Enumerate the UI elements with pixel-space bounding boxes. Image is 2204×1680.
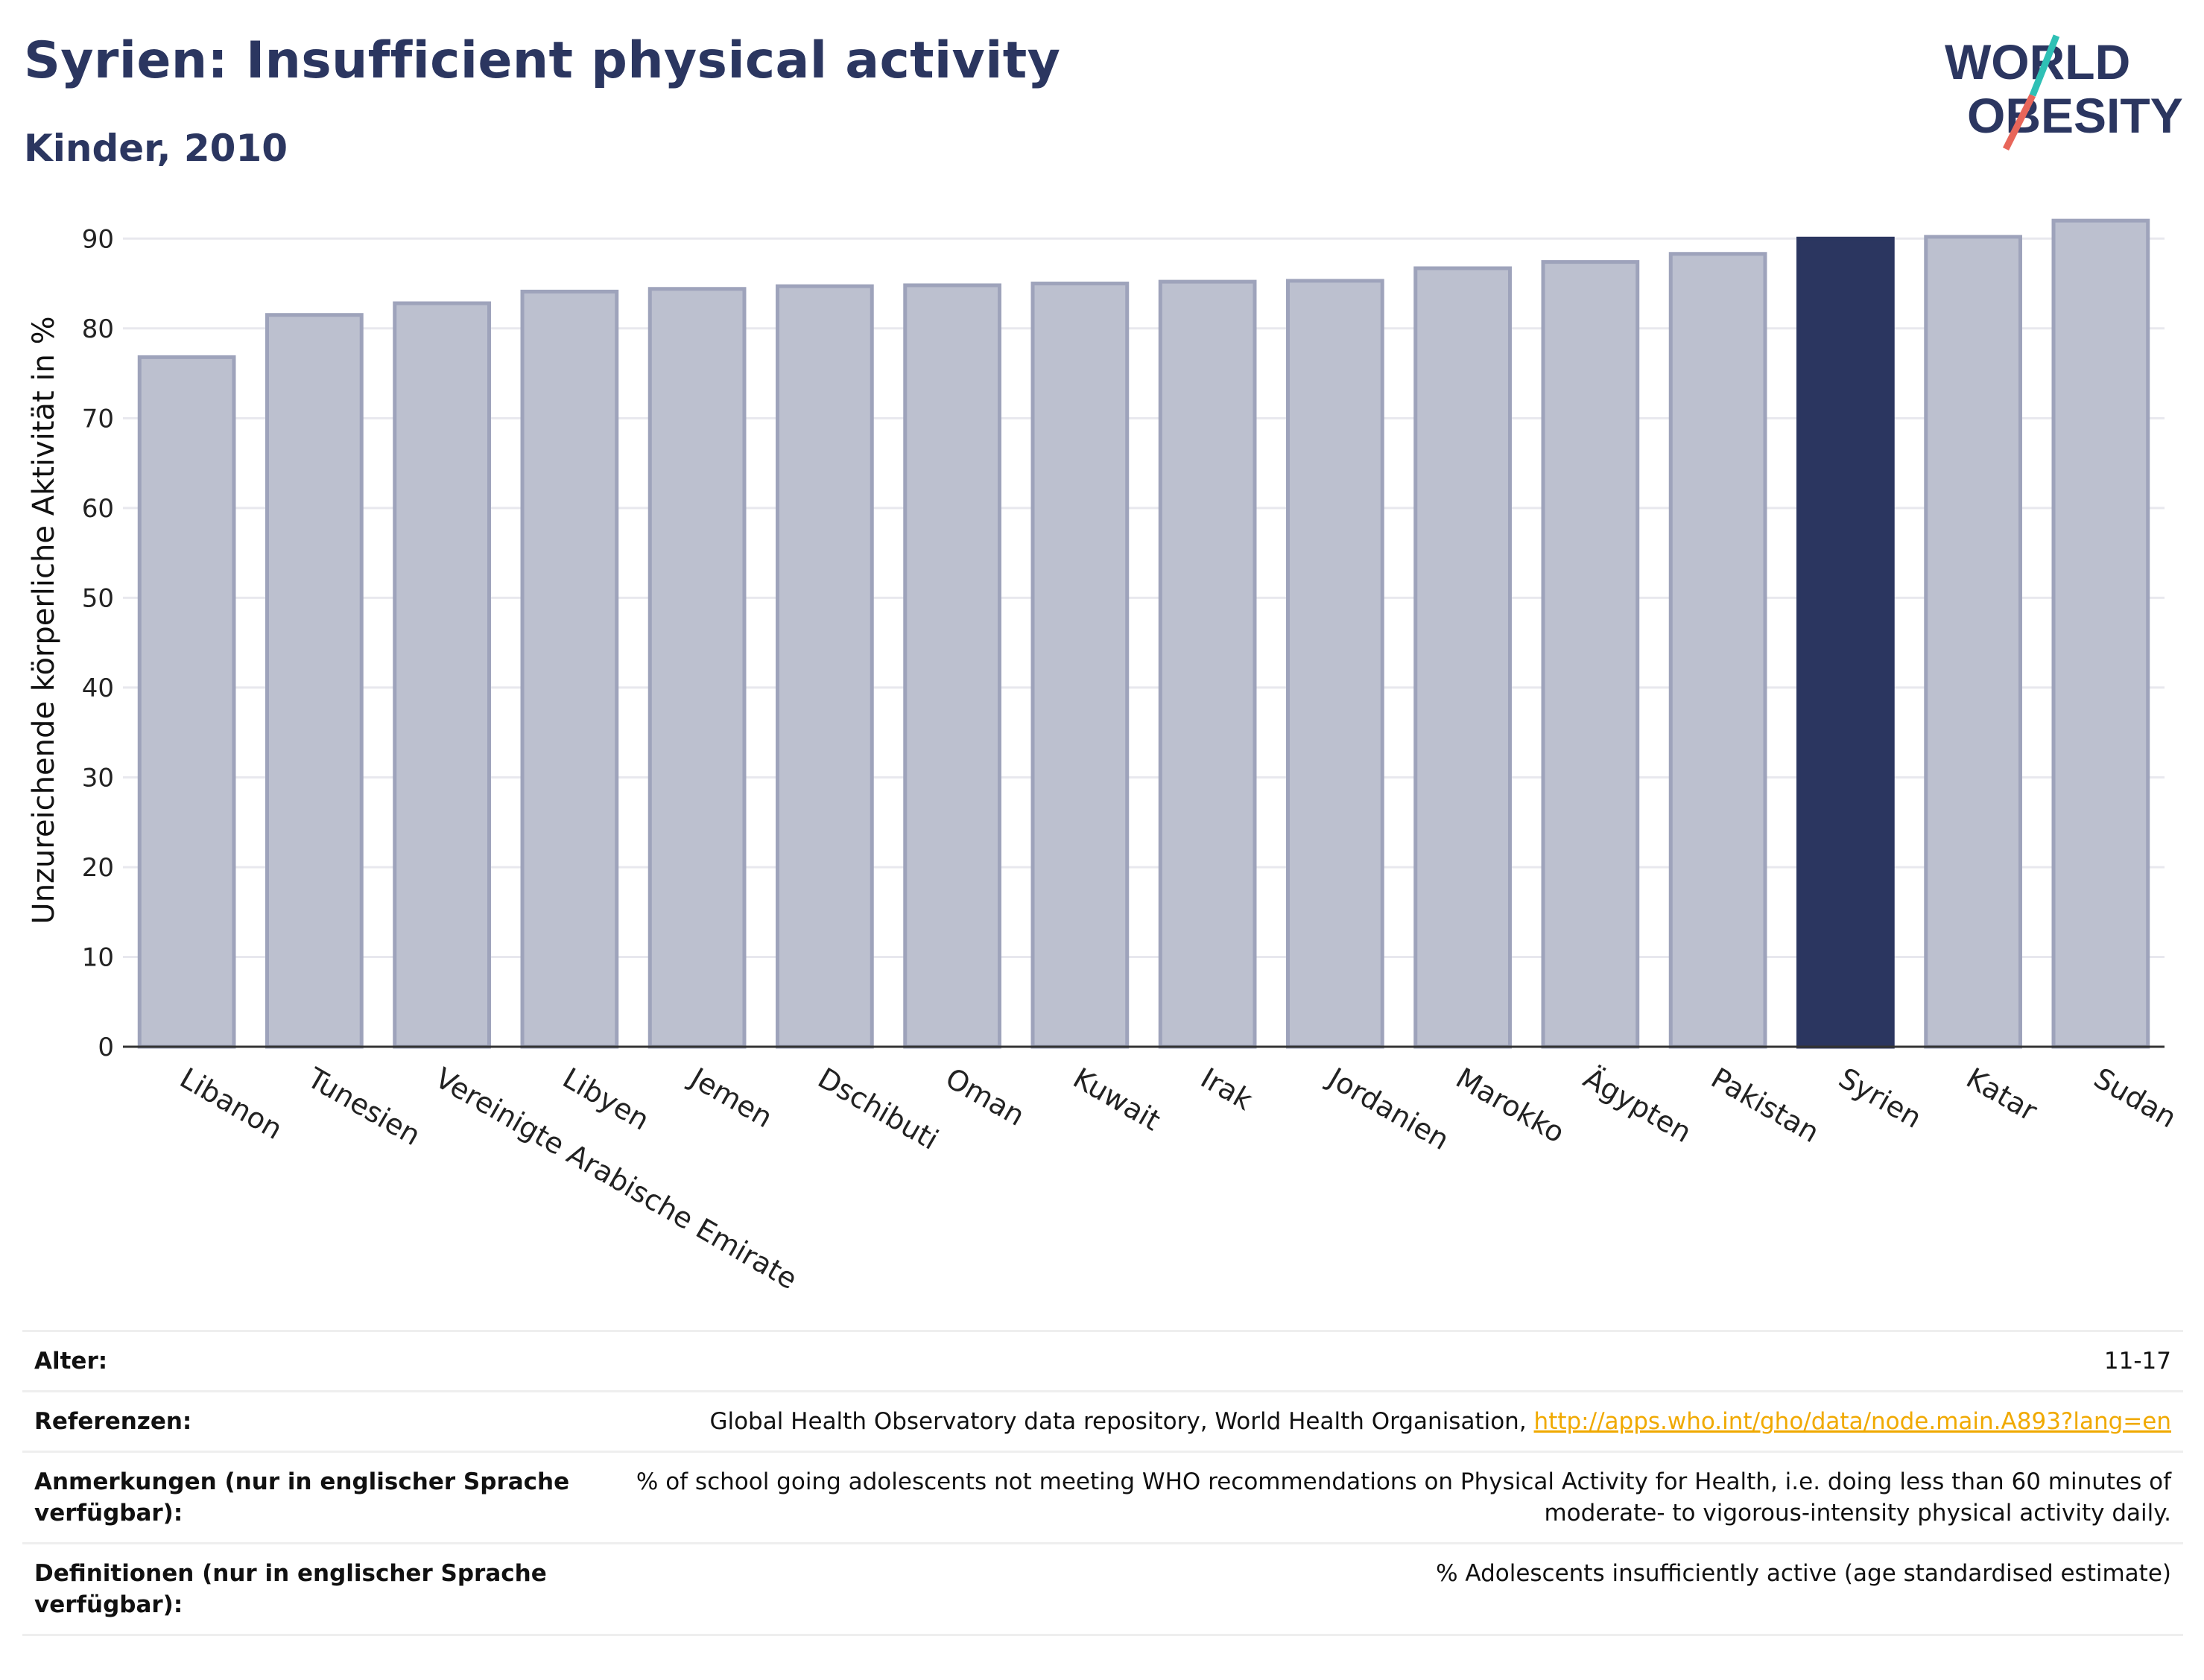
x-tick-label: Katar <box>1961 1062 2043 1128</box>
page-subtitle: Kinder, 2010 <box>24 127 288 170</box>
logo-text-obesity: OBESITY <box>1967 88 2183 143</box>
page-title: Syrien: Insufficient physical activity <box>24 31 1061 90</box>
x-tick-label: Libanon <box>174 1062 288 1146</box>
bar <box>1158 279 1257 1049</box>
x-tick-label: Pakistan <box>1706 1062 1825 1150</box>
bar <box>1796 236 1895 1049</box>
reference-link[interactable]: http://apps.who.int/gho/data/node.main.A… <box>1533 1408 2171 1435</box>
footer-row-age: Alter: 11-17 <box>22 1330 2183 1390</box>
footer-row-references: Referenzen: Global Health Observatory da… <box>22 1390 2183 1451</box>
footer-row-definitions: Definitionen (nur in englischer Sprache … <box>22 1542 2183 1636</box>
y-tick-label: 60 <box>82 494 114 524</box>
x-tick-label: Ägypten <box>1578 1062 1697 1150</box>
y-tick-label: 50 <box>82 583 114 613</box>
x-tick-label: Oman <box>940 1062 1030 1132</box>
y-tick-label: 30 <box>82 763 114 793</box>
footer-value: Global Health Observatory data repositor… <box>571 1406 2171 1437</box>
footer-table: Alter: 11-17 Referenzen: Global Health O… <box>22 1330 2183 1636</box>
bar <box>1541 260 1640 1049</box>
bar <box>647 287 747 1049</box>
footer-row-notes: Anmerkungen (nur in englischer Sprache v… <box>22 1451 2183 1542</box>
logo-slash-red <box>2002 93 2036 151</box>
bar <box>1286 279 1384 1049</box>
y-tick-label: 70 <box>82 404 114 434</box>
x-tick-label: Libyen <box>557 1062 655 1137</box>
y-tick-label: 0 <box>98 1033 114 1062</box>
bar <box>137 355 236 1049</box>
y-tick-label: 80 <box>82 314 114 344</box>
bar <box>1413 266 1512 1049</box>
footer-value: % of school going adolescents not meetin… <box>636 1468 2171 1527</box>
y-tick-label: 40 <box>82 673 114 703</box>
bar <box>776 284 874 1049</box>
y-tick-label: 90 <box>82 224 114 254</box>
bar <box>1668 252 1767 1049</box>
footer-value: % Adolescents insufficiently active (age… <box>1436 1560 2171 1587</box>
x-tick-label: Syrien <box>1833 1062 1927 1135</box>
x-tick-label: Jordanien <box>1322 1061 1455 1157</box>
y-tick-label: 20 <box>82 853 114 883</box>
x-tick-label: Dschibuti <box>812 1062 943 1156</box>
x-tick-label: Sudan <box>2089 1062 2182 1135</box>
x-tick-label: Irak <box>1195 1062 1258 1117</box>
bar <box>265 313 364 1049</box>
bar <box>520 289 619 1049</box>
footer-label: Definitionen (nur in englischer Sprache … <box>34 1560 547 1618</box>
footer-label: Anmerkungen (nur in englischer Sprache v… <box>34 1468 570 1527</box>
x-tick-label: Jemen <box>683 1061 778 1135</box>
footer-value: 11-17 <box>2103 1348 2171 1375</box>
bar <box>1924 235 2022 1049</box>
x-tick-label: Marokko <box>1451 1062 1571 1150</box>
y-axis-title: Unzureichende körperliche Aktivität in % <box>27 316 61 924</box>
x-tick-label: Kuwait <box>1068 1062 1166 1138</box>
y-tick-label: 10 <box>82 942 114 972</box>
reference-text: Global Health Observatory data repositor… <box>709 1408 1534 1435</box>
x-tick-label: Tunesien <box>302 1061 426 1152</box>
world-obesity-logo: WORLD OBESITY <box>1945 34 2183 151</box>
bar <box>1030 282 1130 1049</box>
footer-label: Referenzen: <box>34 1408 192 1435</box>
logo-slash-teal <box>2029 34 2060 97</box>
bar <box>903 283 1001 1049</box>
bar <box>2051 218 2150 1049</box>
bar <box>393 301 491 1049</box>
footer-label: Alter: <box>34 1348 108 1375</box>
